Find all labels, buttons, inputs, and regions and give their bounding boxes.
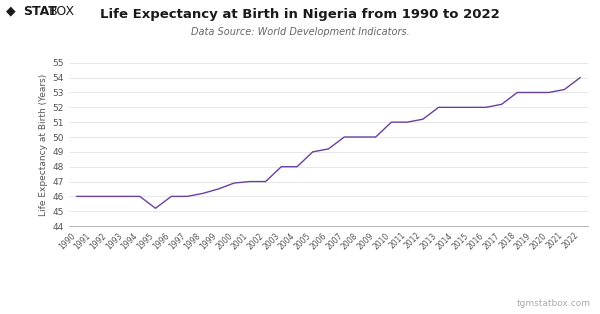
- Text: tgmstatbox.com: tgmstatbox.com: [517, 299, 591, 308]
- Text: BOX: BOX: [49, 5, 76, 18]
- Text: Life Expectancy at Birth in Nigeria from 1990 to 2022: Life Expectancy at Birth in Nigeria from…: [100, 8, 500, 21]
- Text: STAT: STAT: [23, 5, 56, 18]
- Y-axis label: Life Expectancy at Birth (Years): Life Expectancy at Birth (Years): [40, 73, 49, 216]
- Text: Data Source: World Development Indicators.: Data Source: World Development Indicator…: [191, 27, 409, 37]
- Text: ◆: ◆: [6, 5, 16, 18]
